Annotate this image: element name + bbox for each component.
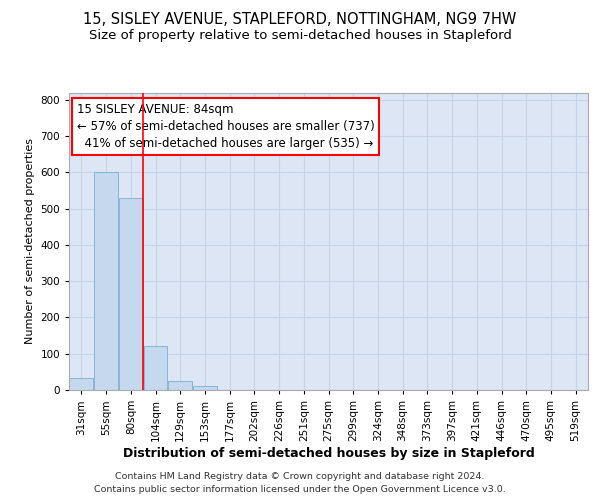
- Bar: [94, 172, 118, 390]
- Text: Size of property relative to semi-detached houses in Stapleford: Size of property relative to semi-detach…: [89, 28, 511, 42]
- Text: 15 SISLEY AVENUE: 84sqm
← 57% of semi-detached houses are smaller (737)
  41% of: 15 SISLEY AVENUE: 84sqm ← 57% of semi-de…: [77, 103, 374, 150]
- Bar: [143, 346, 167, 390]
- Y-axis label: Number of semi-detached properties: Number of semi-detached properties: [25, 138, 35, 344]
- Bar: [168, 381, 192, 390]
- Bar: [119, 198, 143, 390]
- Text: 15, SISLEY AVENUE, STAPLEFORD, NOTTINGHAM, NG9 7HW: 15, SISLEY AVENUE, STAPLEFORD, NOTTINGHA…: [83, 12, 517, 28]
- Bar: [70, 378, 94, 390]
- Text: Contains public sector information licensed under the Open Government Licence v3: Contains public sector information licen…: [94, 485, 506, 494]
- Text: Contains HM Land Registry data © Crown copyright and database right 2024.: Contains HM Land Registry data © Crown c…: [115, 472, 485, 481]
- Bar: [193, 386, 217, 390]
- X-axis label: Distribution of semi-detached houses by size in Stapleford: Distribution of semi-detached houses by …: [122, 446, 535, 460]
